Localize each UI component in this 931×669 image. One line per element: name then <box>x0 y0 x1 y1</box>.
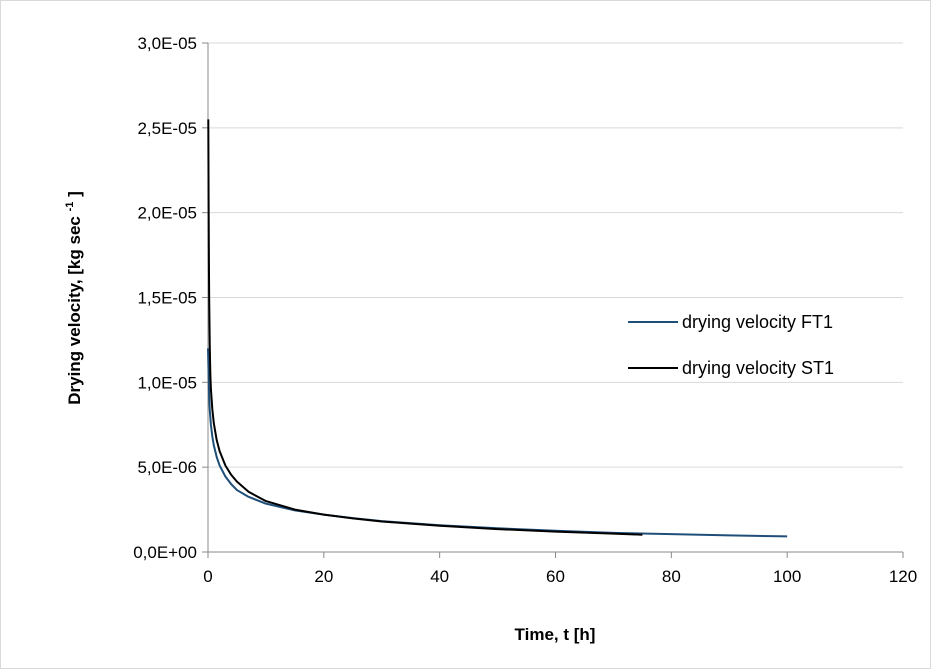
y-tick-label: 1,5E-05 <box>137 289 197 308</box>
gridlines <box>208 42 903 468</box>
y-tick-label: 5,0E-06 <box>137 458 197 477</box>
series-lines <box>207 119 788 538</box>
y-tick-label: 1,0E-05 <box>137 373 197 392</box>
x-tick-label: 20 <box>314 567 333 586</box>
y-tick-label: 2,5E-05 <box>137 119 197 138</box>
x-axis-title: Time, t [h] <box>515 625 596 644</box>
x-tick-label: 0 <box>203 567 212 586</box>
y-axis-title-text: Drying velocity, [kg sec <box>65 216 84 405</box>
y-tick-label: 0,0E+00 <box>133 543 197 562</box>
legend-label: drying velocity FT1 <box>682 312 833 332</box>
legend-label: drying velocity ST1 <box>682 358 834 378</box>
x-tick-label: 120 <box>889 567 917 586</box>
x-tick-label: 80 <box>662 567 681 586</box>
axes <box>202 42 904 558</box>
x-tick-label: 60 <box>546 567 565 586</box>
x-tick-label: 100 <box>773 567 801 586</box>
y-tick-label: 3,0E-05 <box>137 34 197 53</box>
y-axis-title-superscript: -1 <box>64 202 76 212</box>
series-line-st1 <box>207 119 643 536</box>
tick-labels: 0,0E+00 5,0E-06 1,0E-05 1,5E-05 2,0E-05 2,5E-… <box>133 34 917 586</box>
y-axis-title-suffix: ] <box>65 191 84 197</box>
y-tick-label: 2,0E-05 <box>137 204 197 223</box>
y-axis-title: Drying velocity, [kg sec -1 ] <box>58 191 84 405</box>
x-tick-label: 40 <box>430 567 449 586</box>
legend: drying velocity FT1 drying velocity ST1 <box>628 312 834 378</box>
